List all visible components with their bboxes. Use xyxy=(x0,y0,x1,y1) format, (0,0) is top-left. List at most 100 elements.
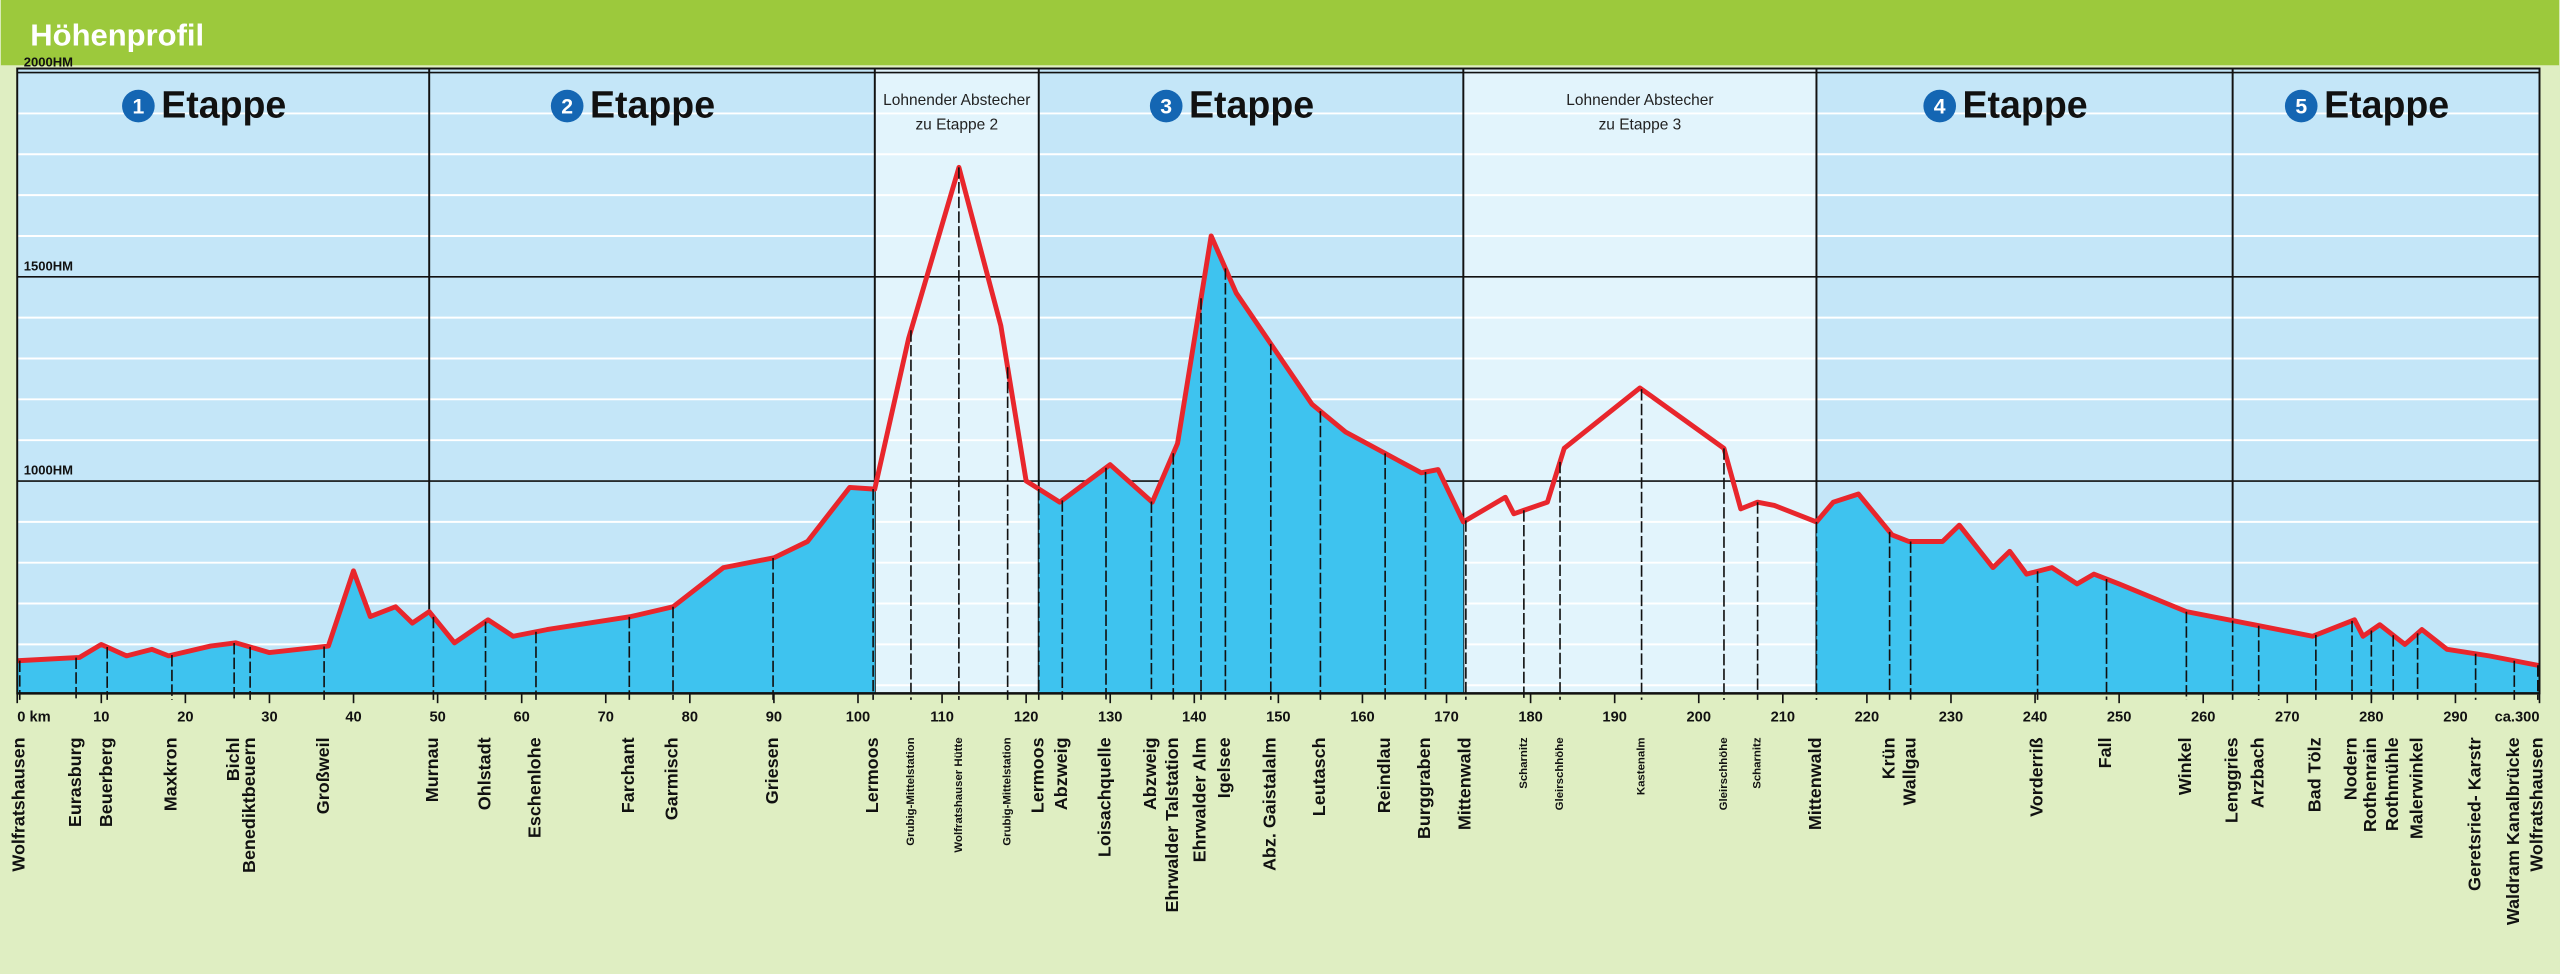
x-tick-label: 120 xyxy=(1014,710,1038,726)
place-label: Lermoos xyxy=(1027,737,1047,813)
place-label: Fall xyxy=(2095,737,2115,768)
x-tick-label: 250 xyxy=(2107,710,2131,726)
place-label: Wolfratshausen xyxy=(8,737,28,871)
place-label: Beuerberg xyxy=(96,737,116,827)
x-tick-label: 130 xyxy=(1098,710,1122,726)
plot-frame xyxy=(16,67,2541,695)
place-label: Mittenwald xyxy=(1455,737,1475,830)
place-label: Winkel xyxy=(2175,737,2195,795)
elevation-area xyxy=(17,167,2540,694)
detour-label: Lohnender Abstecher xyxy=(883,92,1030,109)
place-label: Ehrwalder Alm xyxy=(1190,737,1210,862)
x-tick-label: 140 xyxy=(1182,710,1206,726)
place-label: Benediktbeuern xyxy=(239,737,259,873)
header-title: Höhenprofil xyxy=(30,18,204,53)
x-tick-label: 180 xyxy=(1518,710,1542,726)
y-tick-label: 2000HM xyxy=(24,54,73,69)
x-tick-label: 110 xyxy=(930,710,954,726)
x-tick-label: 200 xyxy=(1687,710,1711,726)
x-tick-label: 190 xyxy=(1602,710,1626,726)
stage-number: 3 xyxy=(1160,95,1172,118)
place-label: Arzbach xyxy=(2247,737,2267,808)
place-label: Scharnitz xyxy=(1518,737,1530,789)
x-tick-label: 270 xyxy=(2275,710,2299,726)
x-tick-label: 160 xyxy=(1350,710,1374,726)
stage-badge xyxy=(550,89,584,123)
place-label: Garmisch xyxy=(662,737,682,820)
section-background xyxy=(17,68,430,694)
place-label: Lenggries xyxy=(2221,737,2241,823)
x-tick-label: 70 xyxy=(598,710,614,726)
place-label: Gleirschhöhe xyxy=(1554,737,1566,810)
detour-label: zu Etappe 2 xyxy=(915,117,998,134)
place-label: Großweil xyxy=(313,737,333,814)
place-label: Scharnitz xyxy=(1752,737,1764,789)
y-tick-label: 1500HM xyxy=(24,258,73,273)
place-label: Gleirschhöhe xyxy=(1718,737,1730,810)
stage-number: 4 xyxy=(1934,95,1946,118)
place-label: Bad Tölz xyxy=(2305,737,2325,812)
section-background xyxy=(2232,68,2540,694)
stage-label: Etappe xyxy=(590,84,715,126)
place-label: Burggraben xyxy=(1414,737,1434,839)
x-tick-label: 260 xyxy=(2191,710,2215,726)
stage-label: Etappe xyxy=(1189,84,1314,126)
x-tick-label: 0 km xyxy=(17,710,50,726)
x-tick-label: 240 xyxy=(2023,710,2047,726)
place-label: Rothmühle xyxy=(2382,737,2402,831)
place-label: Grubig-Mittelstation xyxy=(905,737,917,845)
x-tick-label: 150 xyxy=(1266,710,1290,726)
stage-number: 5 xyxy=(2295,95,2307,118)
stage-label: Etappe xyxy=(2324,84,2449,126)
x-tick-label: 30 xyxy=(261,710,277,726)
x-tick-label: 170 xyxy=(1434,710,1458,726)
place-label: Wolfratshausen xyxy=(2527,737,2547,871)
stage-label: Etappe xyxy=(161,84,286,126)
elevation-line xyxy=(17,164,2540,669)
x-tick-label: 60 xyxy=(514,710,530,726)
place-label: Leutasch xyxy=(1309,737,1329,816)
x-tick-label: ca.300 xyxy=(2495,710,2540,726)
place-label: Farchant xyxy=(618,737,638,813)
stage-badge xyxy=(1923,89,1957,123)
place-label: Wolfratshauser Hütte xyxy=(953,737,965,852)
stage-badge xyxy=(2284,89,2318,123)
place-label: Bichl xyxy=(223,737,243,781)
place-label: Murnau xyxy=(422,737,442,802)
place-label: Abzweig xyxy=(1051,737,1071,810)
stage-number: 1 xyxy=(132,95,144,118)
stage-badge xyxy=(1149,89,1183,123)
place-label: Abz. Gaistalalm xyxy=(1260,737,1280,871)
x-tick-label: 100 xyxy=(846,710,870,726)
place-label: Krün xyxy=(1878,737,1898,779)
place-label: Vorderriß xyxy=(2026,737,2046,816)
place-label: Geretsried- Karstr xyxy=(2464,737,2484,891)
place-label: Nodern xyxy=(2341,737,2361,800)
place-label: Malerwinkel xyxy=(2406,737,2426,839)
stage-label: Etappe xyxy=(1963,84,2088,126)
place-label: Wallgau xyxy=(1899,737,1919,805)
place-label: Ehrwalder Talstation xyxy=(1162,737,1182,912)
place-label: Mittenwald xyxy=(1805,737,1825,830)
x-tick-label: 50 xyxy=(429,710,445,726)
place-label: Grubig-Mittelstation xyxy=(1002,737,1014,845)
stage-number: 2 xyxy=(561,95,573,118)
place-label: Igelsee xyxy=(1214,737,1234,798)
place-label: Abzweig xyxy=(1140,737,1160,810)
detour-label: zu Etappe 3 xyxy=(1599,117,1682,134)
x-tick-label: 90 xyxy=(766,710,782,726)
x-tick-label: 220 xyxy=(1855,710,1879,726)
x-tick-label: 20 xyxy=(177,710,193,726)
place-label: Maxkron xyxy=(161,737,181,811)
place-label: Eurasburg xyxy=(65,737,85,827)
place-label: Griesen xyxy=(762,737,782,804)
section-background xyxy=(1463,68,1817,694)
header-bar xyxy=(0,0,2560,66)
place-label: Lermoos xyxy=(862,737,882,813)
place-label: Reindlau xyxy=(1374,737,1394,813)
x-tick-label: 290 xyxy=(2443,710,2467,726)
x-tick-label: 40 xyxy=(345,710,361,726)
x-tick-label: 10 xyxy=(93,710,109,726)
